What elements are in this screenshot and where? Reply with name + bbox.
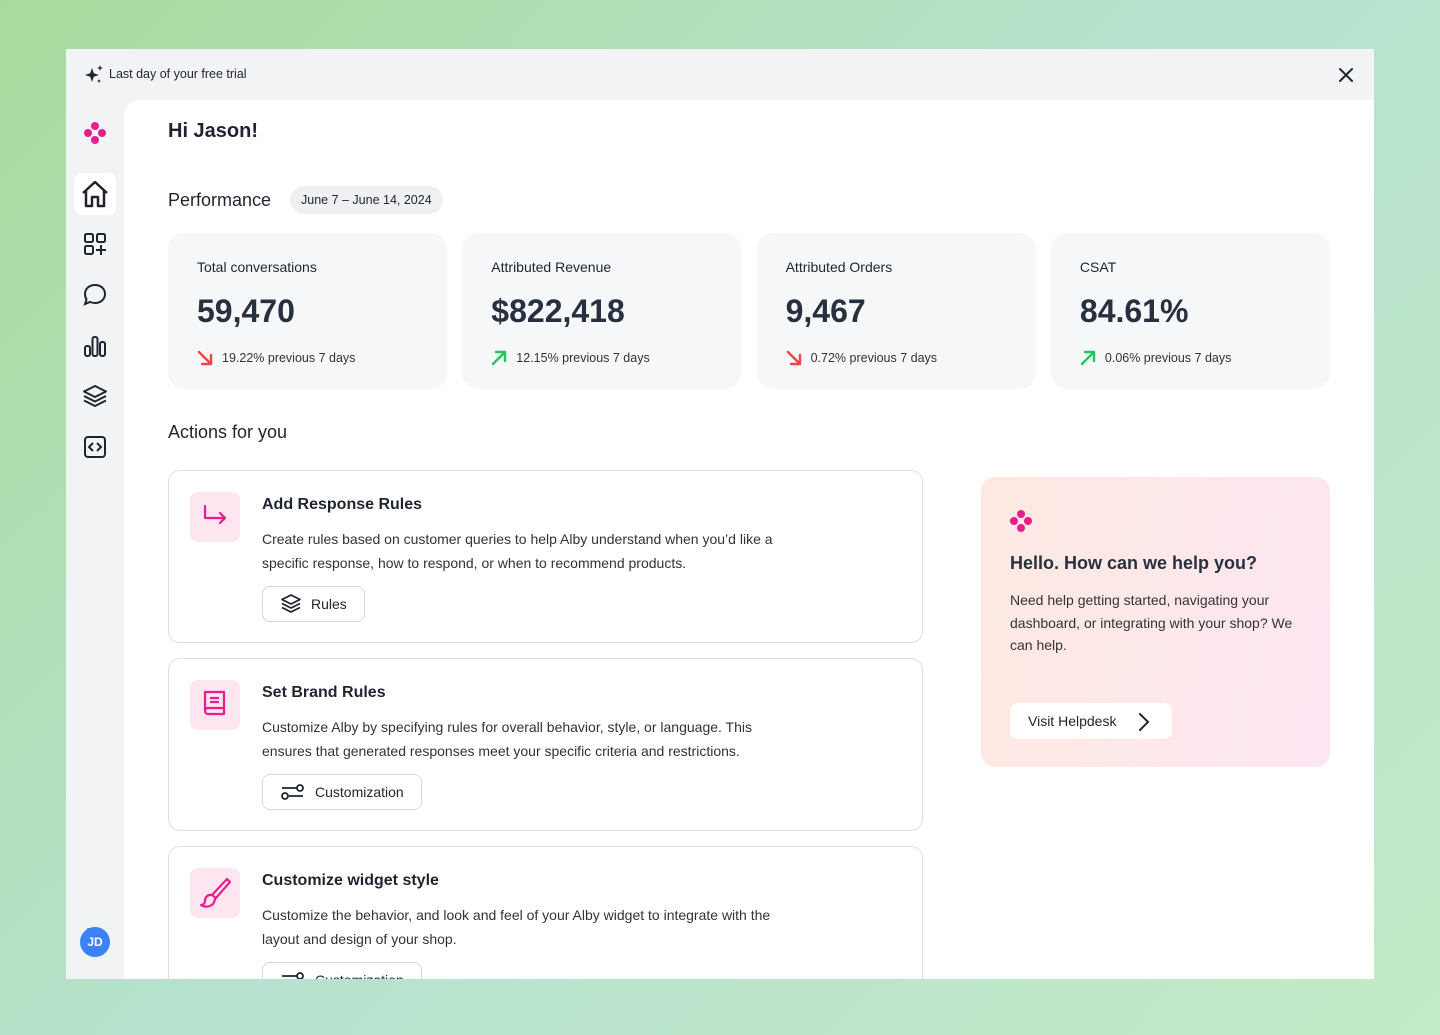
help-text: Need help getting started, navigating yo… [1010, 592, 1293, 653]
button-label: Visit Helpdesk [1028, 713, 1117, 729]
date-range[interactable]: June 7 – June 14, 2024 [290, 186, 443, 214]
stat-change: 0.72% previous 7 days [810, 351, 938, 365]
nav-chat[interactable] [74, 274, 116, 316]
help-title: Hello. How can we help you? [1010, 553, 1258, 573]
action-card: Add Response Rules Create rules based on … [168, 470, 923, 643]
action-description: Customize Alby by specifying rules for o… [262, 719, 752, 759]
action-title: Set Brand Rules [262, 684, 386, 701]
action-button[interactable]: Customization [262, 962, 422, 979]
stat-card: CSAT 84.61% 0.06% previous 7 days [1050, 233, 1330, 389]
stat-label: Attributed Orders [785, 259, 893, 275]
app-window: Last day of your free trial JD Hi Jason!… [66, 49, 1374, 979]
greeting: Hi Jason! [168, 120, 259, 142]
nav-analytics[interactable] [74, 325, 116, 367]
stat-value: 84.61% [1079, 293, 1189, 329]
stat-value: $822,418 [491, 293, 625, 329]
action-card: Set Brand Rules Customize Alby by specify… [168, 658, 923, 831]
stat-change: 0.06% previous 7 days [1104, 351, 1232, 365]
trend-arrow [490, 349, 508, 372]
nav-home[interactable] [74, 173, 116, 215]
action-title: Customize widget style [262, 872, 439, 889]
logo [84, 122, 106, 144]
close-button[interactable] [1338, 67, 1354, 83]
logo [1010, 510, 1032, 532]
stat-value: 59,470 [197, 293, 295, 329]
nav-code[interactable] [74, 426, 116, 468]
stat-change: 12.15% previous 7 days [516, 351, 650, 365]
action-description: Customize the behavior, and look and fee… [262, 907, 771, 947]
trend-arrow [1079, 349, 1097, 372]
action-description: Create rules based on customer queries t… [262, 531, 773, 571]
action-icon [190, 492, 240, 542]
stat-change: 19.22% previous 7 days [222, 351, 356, 365]
banner-text: Last day of your free trial [109, 67, 247, 81]
action-icon [190, 868, 240, 918]
action-button[interactable]: Customization [262, 774, 422, 810]
stat-label: CSAT [1079, 259, 1117, 275]
stat-card: Attributed Orders 9,467 0.72% previous 7 d… [756, 233, 1036, 389]
trend-arrow [785, 349, 803, 372]
trial-banner: Last day of your free trial [66, 49, 1374, 100]
action-icon [190, 680, 240, 730]
helpdesk-button[interactable]: Visit Helpdesk [1010, 703, 1172, 739]
stat-value: 9,467 [785, 293, 866, 329]
section-title: Actions for you [168, 422, 288, 442]
main-content: Hi Jason! Performance June 7 – June 14, … [124, 100, 1374, 979]
nav-apps[interactable] [74, 223, 116, 265]
user-avatar[interactable]: JD [80, 927, 110, 957]
section-title: Performance [168, 190, 272, 210]
sparkle-icon [85, 65, 103, 83]
help-card: Hello. How can we help you? Need help ge… [981, 477, 1330, 767]
action-button[interactable]: Rules [262, 586, 365, 622]
stat-card: Attributed Revenue $822,418 12.15% previou… [462, 233, 742, 389]
stat-label: Total conversations [197, 259, 317, 275]
button-label: Rules [311, 596, 347, 612]
stat-card: Total conversations 59,470 19.22% previous… [168, 233, 447, 389]
sidebar: JD [66, 100, 124, 979]
button-label: Customization [315, 784, 404, 800]
stat-label: Attributed Revenue [491, 259, 612, 275]
action-card: Customize widget style Customize the beha… [168, 846, 923, 979]
nav-layers[interactable] [74, 375, 116, 417]
button-label: Customization [315, 972, 404, 979]
trend-arrow [196, 349, 214, 372]
action-title: Add Response Rules [262, 496, 423, 513]
